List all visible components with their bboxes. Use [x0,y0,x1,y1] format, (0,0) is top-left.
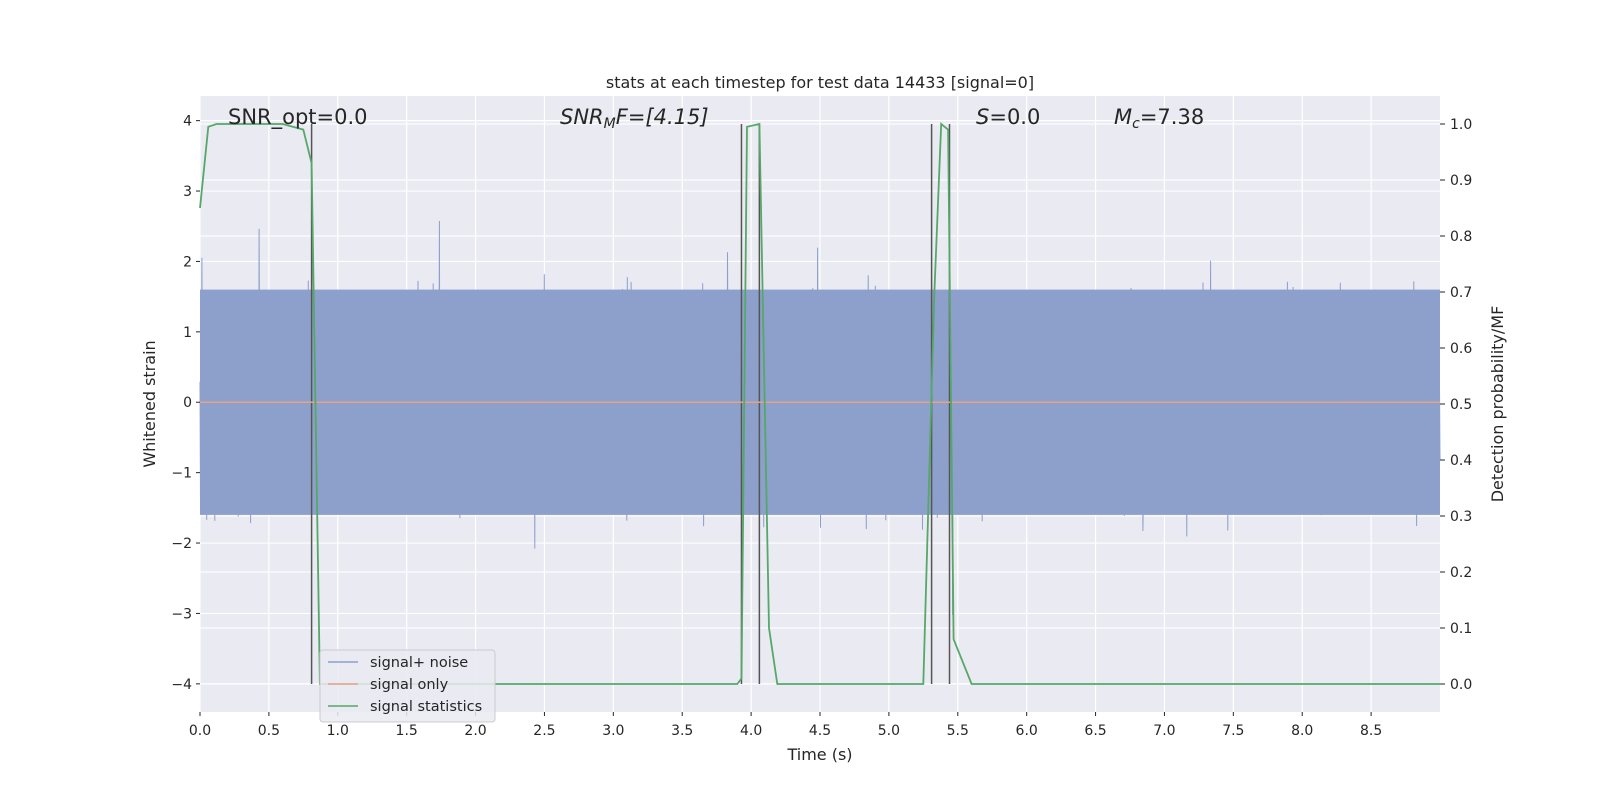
x-tick-label: 4.5 [809,723,831,739]
x-tick-label: 3.5 [671,723,693,739]
legend-label-signal-noise: signal+ noise [370,655,468,671]
y-ticks-left: −4 −3 −2 −1 0 1 2 3 4 [171,114,200,693]
annotation-snr-mf-rest: F=[4.15] [616,105,709,129]
annotation-mc-rest: =7.38 [1140,105,1204,129]
legend-label-signal-statistics: signal statistics [370,699,482,715]
y-right-tick-label: 0.4 [1450,453,1472,469]
y-right-tick-label: 0.6 [1450,341,1472,357]
x-tick-label: 8.0 [1291,723,1313,739]
x-tick-label: 0.5 [258,723,280,739]
x-tick-label: 1.5 [396,723,418,739]
chart-title: stats at each timestep for test data 144… [606,73,1034,92]
y-tick-label: −4 [171,677,192,693]
y-tick-label: 3 [183,184,192,200]
x-tick-label: 3.0 [602,723,624,739]
annotation-mc: Mc=7.38 [1114,105,1204,132]
annotation-snr-mf-sub: M [604,116,616,132]
y-tick-label: −2 [171,536,192,552]
x-tick-label: 7.5 [1222,723,1244,739]
y-right-tick-label: 0.2 [1450,565,1472,581]
legend: signal+ noise signal only signal statist… [320,650,495,722]
y-right-tick-label: 0.5 [1450,397,1472,413]
x-tick-label: 2.5 [533,723,555,739]
y-right-tick-label: 1.0 [1450,117,1472,133]
y-right-tick-label: 0.1 [1450,621,1472,637]
y-ticks-right: 0.0 0.1 0.2 0.3 0.4 0.5 0.6 0.7 0.8 0.9 1.0 [1440,117,1472,693]
y-tick-label: 1 [183,325,192,341]
legend-label-signal-only: signal only [370,677,449,693]
annotation-s: S=0.0 [976,105,1040,129]
y-right-tick-label: 0.3 [1450,509,1472,525]
y-right-tick-label: 0.8 [1450,229,1472,245]
x-axis-label: Time (s) [786,745,852,764]
y-tick-label: 0 [183,395,192,411]
annotation-snr-mf: SNRMF=[4.15] [560,105,709,132]
annotation-snr-mf-main: SNR [560,105,604,129]
annotation-snr-opt: SNR_opt=0.0 [228,105,368,130]
annotation-s-main: S [976,105,989,129]
y-right-tick-label: 0.9 [1450,173,1472,189]
x-tick-label: 5.5 [947,723,969,739]
y-right-tick-label: 0.7 [1450,285,1472,301]
y-tick-label: −1 [171,466,192,482]
x-tick-label: 8.5 [1360,723,1382,739]
x-tick-label: 4.0 [740,723,762,739]
x-tick-label: 6.5 [1084,723,1106,739]
x-tick-label: 5.0 [878,723,900,739]
x-tick-label: 7.0 [1153,723,1175,739]
y-tick-label: −3 [171,606,192,622]
annotation-s-rest: =0.0 [989,105,1040,129]
x-tick-label: 0.0 [189,723,211,739]
x-tick-label: 1.0 [327,723,349,739]
y-axis-label: Whitened strain [140,340,159,467]
y-tick-label: 4 [183,114,192,130]
x-tick-label: 6.0 [1016,723,1038,739]
y-right-tick-label: 0.0 [1450,677,1472,693]
y-axis-label-right: Detection probability/MF [1488,306,1507,503]
annotation-mc-main: M [1114,105,1132,129]
y-tick-label: 2 [183,254,192,270]
x-tick-label: 2.0 [464,723,486,739]
